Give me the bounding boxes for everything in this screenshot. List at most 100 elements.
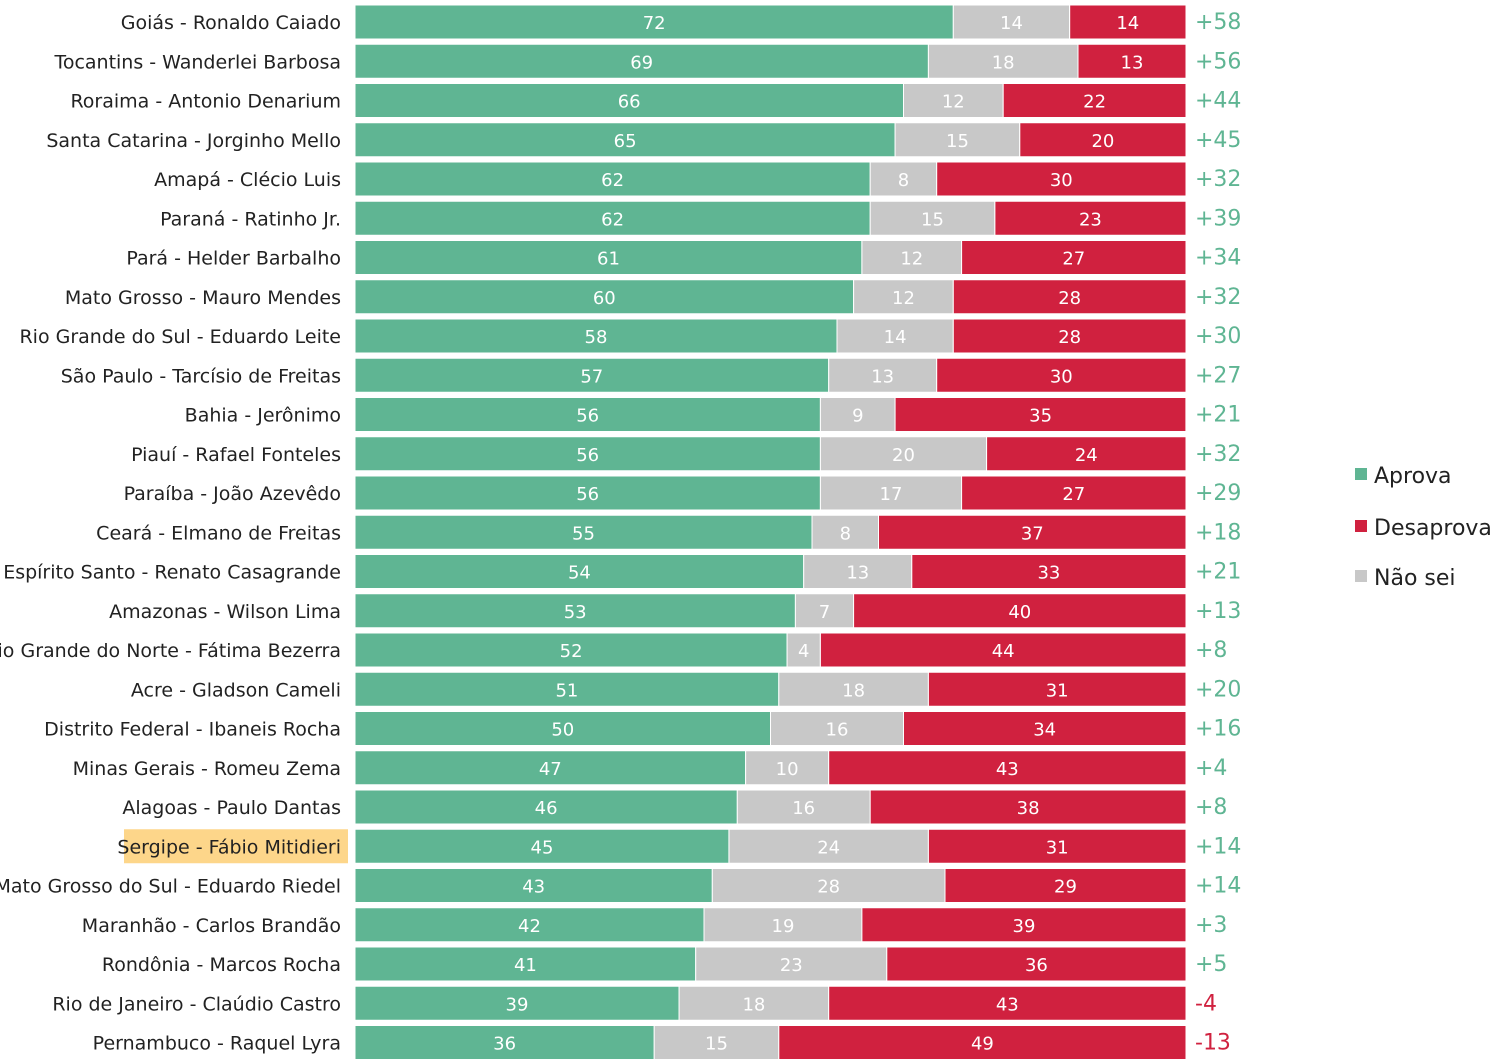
net-approval-label: +14	[1195, 874, 1241, 899]
net-approval-label: +18	[1195, 520, 1241, 545]
data-label: 56	[576, 406, 599, 427]
bar-segment-aprova	[354, 436, 821, 472]
bar-segment-n-o-sei	[952, 4, 1071, 40]
data-label: 30	[1050, 170, 1073, 191]
bar-segment-desaprova	[903, 711, 1187, 746]
legend-label: Não sei	[1374, 566, 1456, 591]
net-approval-label: +39	[1195, 206, 1241, 231]
bar-segment-n-o-sei	[819, 436, 988, 472]
data-label: 43	[996, 759, 1019, 780]
net-approval-label: +56	[1195, 49, 1241, 74]
data-label: 24	[1075, 445, 1098, 466]
data-label: 18	[742, 994, 765, 1015]
bar-segment-desaprova	[778, 1025, 1187, 1060]
data-label: 56	[576, 445, 599, 466]
data-label: 22	[1083, 92, 1106, 113]
bar-segment-desaprova	[961, 240, 1187, 275]
data-label: 13	[871, 366, 894, 387]
net-approval-label: +16	[1195, 717, 1241, 742]
data-label: 35	[1029, 406, 1052, 427]
data-label: 20	[1091, 131, 1114, 152]
bar-segment-n-o-sei	[653, 1025, 780, 1060]
bar-segment-n-o-sei	[927, 43, 1079, 79]
category-label: Rio de Janeiro - Claúdio Castro	[52, 993, 341, 1015]
net-approval-label: +14	[1195, 834, 1241, 859]
data-label: 29	[1054, 877, 1077, 898]
category-label: Pernambuco - Raquel Lyra	[93, 1033, 341, 1055]
legend-swatch	[1355, 520, 1367, 532]
bar-row: Acre - Gladson Cameli 51 18 31 +20	[131, 671, 1241, 707]
legend-swatch	[1355, 468, 1367, 480]
bar-row: Rio Grande do Sul - Eduardo Leite 58 14 28 +…	[19, 318, 1241, 354]
category-label: Santa Catarina - Jorginho Mello	[46, 130, 341, 152]
bar-segment-desaprova	[869, 789, 1187, 825]
net-approval-label: -4	[1195, 991, 1217, 1016]
bar-segment-n-o-sei	[728, 828, 929, 864]
bar-segment-aprova	[354, 200, 871, 236]
data-label: 65	[614, 131, 637, 152]
net-approval-label: +21	[1195, 560, 1241, 585]
data-label: 42	[518, 916, 541, 937]
category-label: Bahia - Jerônimo	[185, 405, 341, 427]
data-label: 34	[1033, 720, 1056, 741]
data-label: 27	[1062, 484, 1085, 505]
bar-segment-aprova	[354, 279, 855, 315]
data-label: 52	[560, 641, 583, 662]
data-label: 38	[1017, 798, 1040, 819]
data-label: 45	[531, 837, 554, 858]
data-label: 66	[618, 92, 641, 113]
bar-segment-n-o-sei	[811, 514, 879, 550]
data-label: 31	[1046, 680, 1069, 701]
data-label: 40	[1008, 602, 1031, 623]
bar-segment-aprova	[354, 711, 771, 746]
category-label: Distrito Federal - Ibaneis Rocha	[44, 719, 341, 741]
bar-segment-desaprova	[961, 475, 1187, 511]
bar-row: Rondônia - Marcos Rocha 41 23 36 +5	[102, 946, 1227, 982]
data-label: 54	[568, 563, 591, 584]
bar-segment-aprova	[354, 554, 805, 589]
bar-segment-aprova	[354, 397, 821, 432]
bar-segment-n-o-sei	[861, 240, 963, 275]
net-approval-label: +20	[1195, 677, 1241, 702]
data-label: 62	[601, 209, 624, 230]
category-label: Piauí - Rafael Fonteles	[131, 444, 341, 466]
category-label: Rio Grande do Sul - Eduardo Leite	[19, 326, 341, 348]
bar-row: Amapá - Clécio Luis 62 8 30 +32	[154, 161, 1241, 197]
bar-segment-n-o-sei	[736, 789, 871, 825]
bar-segment-desaprova	[936, 357, 1187, 393]
data-label: 39	[506, 994, 529, 1015]
bar-segment-aprova	[354, 83, 904, 118]
category-label: Mato Grosso - Mauro Mendes	[65, 287, 341, 309]
bar-row: Pará - Helder Barbalho 61 12 27 +34	[126, 240, 1241, 275]
bar-segment-aprova	[354, 318, 838, 354]
bar-segment-aprova	[354, 750, 747, 786]
category-label: Mato Grosso do Sul - Eduardo Riedel	[0, 876, 341, 898]
data-label: 43	[522, 877, 545, 898]
data-label: 18	[842, 680, 865, 701]
category-highlight	[124, 829, 348, 864]
bar-segment-desaprova	[828, 750, 1187, 786]
bar-segment-desaprova	[853, 593, 1187, 629]
bar-row: Rio de Janeiro - Claúdio Castro 39 18 43 -4	[52, 985, 1217, 1021]
data-label: 18	[992, 52, 1015, 73]
data-label: 50	[551, 720, 574, 741]
bar-segment-desaprova	[819, 632, 1187, 668]
data-label: 10	[776, 759, 799, 780]
category-label: Tocantins - Wanderlei Barbosa	[53, 51, 341, 73]
data-label: 28	[817, 877, 840, 898]
bar-segment-desaprova	[986, 436, 1187, 472]
category-label: Minas Gerais - Romeu Zema	[73, 758, 341, 780]
category-label: Roraima - Antonio Denarium	[70, 91, 341, 113]
bar-segment-n-o-sei	[770, 711, 904, 746]
data-label: 53	[564, 602, 587, 623]
category-label: Amazonas - Wilson Lima	[109, 601, 341, 623]
category-label: Alagoas - Paulo Dantas	[122, 797, 341, 819]
bar-row: Goiás - Ronaldo Caiado 72 14 14 +58	[121, 4, 1241, 40]
data-label: 14	[1000, 13, 1023, 34]
category-label: Ceará - Elmano de Freitas	[96, 522, 341, 544]
data-label: 16	[826, 720, 849, 741]
bar-row: Mato Grosso do Sul - Eduardo Riedel 43 28 2…	[0, 868, 1241, 903]
data-label: 37	[1021, 523, 1044, 544]
bar-segment-aprova	[354, 161, 871, 197]
